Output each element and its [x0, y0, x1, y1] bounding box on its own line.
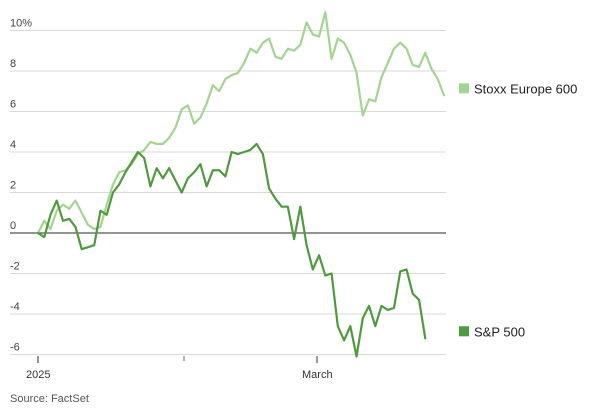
legend-label-series-0: Stoxx Europe 600 [474, 81, 577, 96]
legend-label-series-1: S&P 500 [474, 324, 525, 339]
series-lines [36, 11, 446, 358]
source-note: Source: FactSet [10, 393, 89, 405]
legend: Stoxx Europe 600 S&P 500 [459, 81, 577, 339]
y-tick-label: 4 [10, 139, 16, 151]
x-axis: 2025 March [26, 356, 333, 381]
y-axis-ticks: 10% 8 6 4 2 0 -2 -4 -6 [10, 18, 32, 354]
x-label-2025: 2025 [26, 369, 50, 381]
y-tick-label: -6 [10, 342, 20, 354]
y-tick-label: 10% [10, 18, 32, 30]
y-tick-label: 8 [10, 58, 16, 70]
y-tick-label: 2 [10, 180, 16, 192]
x-label-march: March [302, 369, 333, 381]
y-tick-label: 6 [10, 99, 16, 111]
series-1-line [36, 142, 427, 358]
y-tick-label: -2 [10, 261, 20, 273]
y-tick-label: -4 [10, 301, 20, 313]
legend-swatch-series-0 [459, 83, 469, 94]
gridlines [10, 30, 446, 355]
legend-swatch-series-1 [459, 326, 469, 337]
series-0-line [36, 11, 446, 235]
y-tick-label: 0 [10, 220, 16, 232]
